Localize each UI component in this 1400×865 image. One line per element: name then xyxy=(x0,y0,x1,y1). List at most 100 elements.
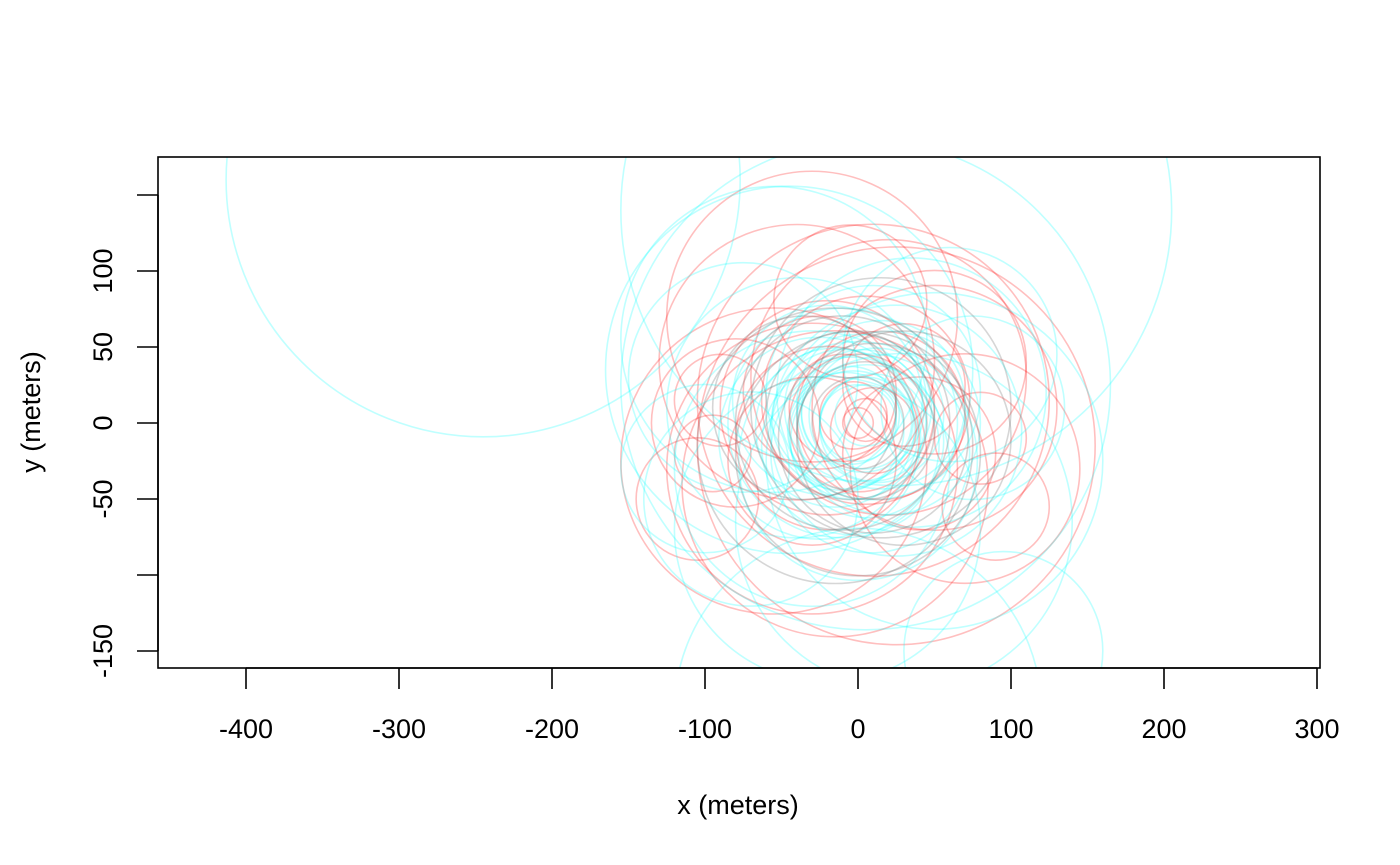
data-circle xyxy=(777,342,969,534)
data-circle xyxy=(620,307,928,615)
x-axis: -400 -300 -200 -100 0 100 200 300 xyxy=(219,667,1340,744)
data-circle xyxy=(673,414,752,493)
data-circle xyxy=(818,376,913,470)
data-circle xyxy=(673,353,767,447)
data-circle xyxy=(673,375,982,668)
data-circle xyxy=(754,347,916,508)
data-circle xyxy=(665,322,959,615)
data-circle xyxy=(225,157,741,438)
data-circle xyxy=(769,304,1023,557)
data-circle xyxy=(776,257,1047,529)
data-circle xyxy=(620,185,928,494)
data-circle xyxy=(681,329,989,638)
data-circle xyxy=(717,336,922,540)
data-circle xyxy=(750,276,1012,539)
x-tick-label: 0 xyxy=(850,714,865,744)
data-circle xyxy=(829,386,917,475)
x-tick-label: -400 xyxy=(219,714,273,744)
data-circle xyxy=(696,223,1051,577)
data-circle xyxy=(788,370,919,501)
data-circle xyxy=(696,307,974,585)
x-tick-label: -300 xyxy=(372,714,426,744)
data-circle xyxy=(673,330,951,608)
data-circle xyxy=(795,330,966,501)
y-tick-label: 0 xyxy=(88,415,118,430)
data-circle xyxy=(811,376,905,470)
x-axis-label: x (meters) xyxy=(677,790,799,820)
data-circle xyxy=(620,383,790,554)
y-tick-label: -50 xyxy=(88,479,118,518)
data-circle xyxy=(620,157,1173,487)
x-tick-label: 100 xyxy=(988,714,1033,744)
data-circle xyxy=(711,315,898,501)
data-circle xyxy=(643,391,859,607)
data-circle xyxy=(800,348,925,473)
data-circle xyxy=(750,238,1028,516)
data-circle xyxy=(818,383,898,463)
data-circle xyxy=(696,246,1096,646)
y-tick-label: 50 xyxy=(88,332,118,362)
data-circle xyxy=(731,304,924,496)
data-circle xyxy=(808,347,945,484)
data-circle xyxy=(737,340,979,582)
data-circle xyxy=(627,261,859,493)
data-circle xyxy=(811,284,1058,531)
data-circle xyxy=(795,319,966,490)
data-circle xyxy=(796,330,1012,547)
data-circle xyxy=(786,371,905,490)
y-axis-label: y (meters) xyxy=(16,351,46,473)
data-circle xyxy=(765,330,936,501)
data-circle xyxy=(841,269,1028,455)
x-tick-label: 200 xyxy=(1141,714,1186,744)
data-circle xyxy=(760,356,940,536)
data-circle xyxy=(880,315,1066,501)
data-circle xyxy=(734,345,921,531)
x-tick-label: -100 xyxy=(678,714,732,744)
data-circle xyxy=(635,436,760,561)
data-circle xyxy=(719,299,936,516)
data-circle xyxy=(788,353,898,463)
data-circle xyxy=(843,397,888,443)
data-circle xyxy=(818,380,888,450)
data-circle xyxy=(834,383,898,447)
data-circle xyxy=(849,353,1081,585)
data-circle xyxy=(765,291,1104,631)
data-circle xyxy=(818,373,928,482)
data-circle xyxy=(678,527,1038,668)
data-circle xyxy=(783,333,933,483)
data-circle xyxy=(771,348,914,492)
data-circle xyxy=(765,284,982,501)
y-tick-label: -150 xyxy=(88,624,118,678)
data-circle xyxy=(760,295,971,506)
data-circle xyxy=(841,246,1058,463)
x-tick-label: 300 xyxy=(1294,714,1339,744)
data-circle xyxy=(841,406,875,440)
x-tick-label: -200 xyxy=(525,714,579,744)
data-circle xyxy=(788,353,928,493)
data-circle xyxy=(658,223,936,501)
data-circle xyxy=(795,330,982,516)
data-circle xyxy=(727,376,898,546)
data-circle xyxy=(650,338,821,508)
data-circle xyxy=(800,365,901,466)
data-circle xyxy=(620,157,1112,631)
data-circle xyxy=(734,315,951,531)
data-circle xyxy=(742,315,898,470)
data-circle xyxy=(769,353,971,554)
data-circle xyxy=(903,550,1104,668)
data-circle xyxy=(727,307,959,539)
data-circle xyxy=(941,452,1051,561)
data-circle xyxy=(789,363,945,519)
data-circle xyxy=(933,391,1028,485)
circles-layer xyxy=(225,157,1173,668)
data-circle xyxy=(604,185,974,555)
y-axis: -150 -50 0 50 100 xyxy=(88,194,159,678)
data-circle xyxy=(734,352,1073,668)
data-circle xyxy=(734,330,982,577)
data-circle xyxy=(841,376,997,531)
data-circle xyxy=(665,170,959,463)
data-circle xyxy=(773,224,928,379)
data-circle xyxy=(665,276,928,539)
data-circle xyxy=(841,322,966,447)
